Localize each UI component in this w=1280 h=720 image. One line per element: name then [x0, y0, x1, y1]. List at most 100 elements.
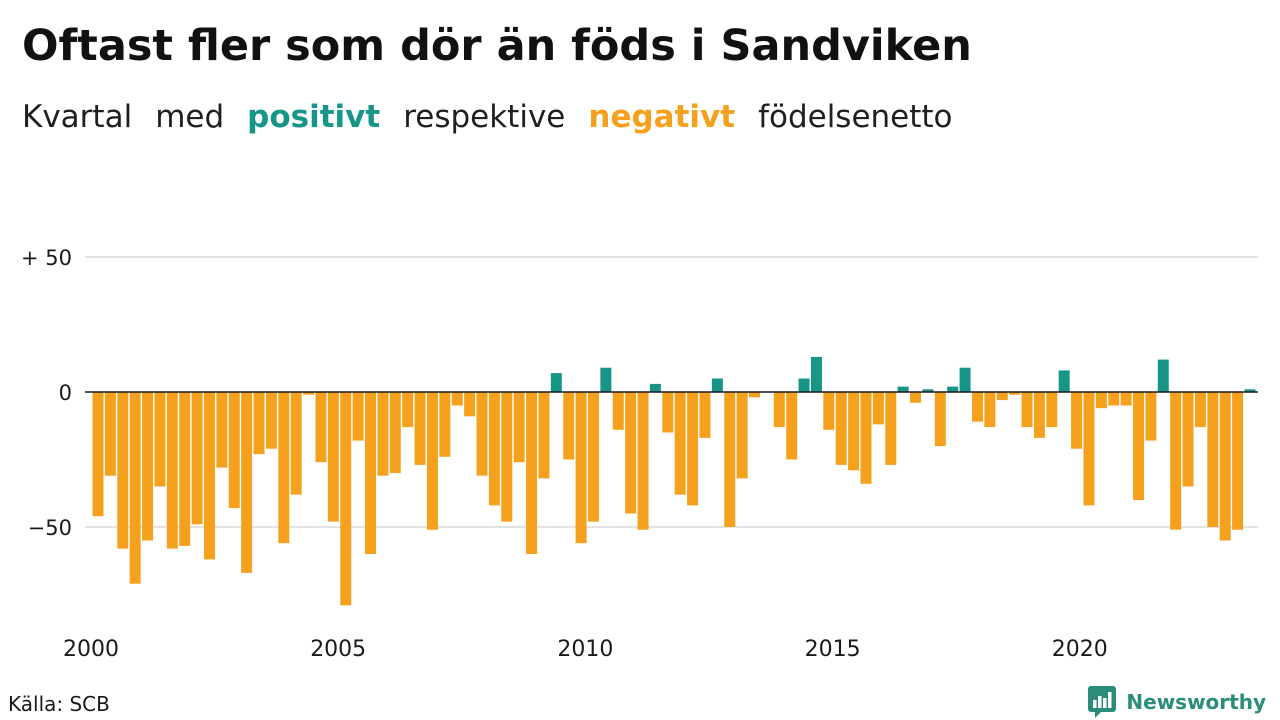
y-tick-label: 0	[59, 381, 72, 405]
bars	[92, 356, 1256, 606]
bar-negative	[154, 392, 166, 487]
bar-negative	[303, 392, 315, 395]
bar-negative	[724, 392, 736, 527]
source-label: Källa: SCB	[8, 692, 110, 716]
bar-negative	[1046, 392, 1058, 428]
bar-positive	[947, 386, 959, 392]
bar-negative	[1120, 392, 1132, 406]
bar-negative	[327, 392, 339, 522]
bar-negative	[538, 392, 550, 479]
bar-negative	[1033, 392, 1045, 438]
bar-negative	[1021, 392, 1033, 428]
bar-negative	[1009, 392, 1021, 395]
bar-negative	[1219, 392, 1231, 541]
bar-negative	[575, 392, 587, 544]
y-axis-labels: + 50 0 −50	[21, 246, 72, 540]
x-axis-labels: 2000 2005 2010 2015 2020	[63, 637, 1108, 662]
bar-negative	[786, 392, 798, 460]
bar-negative	[488, 392, 500, 506]
bar-negative	[823, 392, 835, 430]
bar-negative	[1071, 392, 1083, 449]
bar-negative	[910, 392, 922, 403]
x-tick-label: 2000	[63, 637, 119, 662]
bar-negative	[278, 392, 290, 544]
bar-negative	[984, 392, 996, 428]
chart-title: Oftast fler som dör än föds i Sandviken	[22, 21, 972, 71]
bar-negative	[587, 392, 599, 522]
subtitle-word: respektive	[403, 99, 566, 135]
bar-positive	[600, 367, 612, 392]
bar-negative	[860, 392, 872, 484]
bar-negative	[674, 392, 686, 495]
bar-negative	[142, 392, 154, 541]
bar-negative	[501, 392, 513, 522]
bar-negative	[203, 392, 215, 560]
bar-negative	[265, 392, 277, 449]
bar-negative	[402, 392, 414, 428]
bar-negative	[872, 392, 884, 425]
bar-negative	[835, 392, 847, 465]
chart-subtitle: Kvartal med positivt respektive negativt…	[22, 99, 953, 135]
bar-negative	[377, 392, 389, 476]
bar-negative	[179, 392, 191, 546]
bar-positive	[798, 378, 810, 392]
bar-negative	[934, 392, 946, 446]
bar-negative	[736, 392, 748, 479]
y-tick-label: + 50	[21, 246, 72, 270]
bar-negative	[1108, 392, 1120, 406]
x-tick-label: 2015	[805, 637, 861, 662]
bar-negative	[971, 392, 983, 422]
brand-logo: Newsworthy	[1087, 684, 1266, 720]
x-tick-label: 2005	[310, 637, 366, 662]
bar-negative	[166, 392, 178, 549]
bar-negative	[191, 392, 203, 525]
bar-negative	[1095, 392, 1107, 409]
bar-chart: + 50 0 −50 2000 2005 2010 2015 2020	[21, 246, 1258, 662]
bar-negative	[1145, 392, 1157, 441]
bar-negative	[749, 392, 761, 398]
bar-positive	[810, 356, 822, 392]
bar-negative	[848, 392, 860, 471]
bar-negative	[625, 392, 637, 514]
bar-positive	[1244, 389, 1256, 392]
bar-negative	[104, 392, 116, 476]
bar-positive	[897, 386, 909, 392]
x-tick-label: 2010	[557, 637, 613, 662]
bar-negative	[1207, 392, 1219, 527]
bar-negative	[476, 392, 488, 476]
bar-negative	[637, 392, 649, 530]
bar-negative	[1194, 392, 1206, 428]
bar-negative	[526, 392, 538, 554]
bar-positive	[959, 367, 971, 392]
bar-negative	[92, 392, 104, 517]
bar-negative	[340, 392, 352, 606]
subtitle-word: med	[155, 99, 225, 135]
bar-negative	[389, 392, 401, 473]
bar-negative	[885, 392, 897, 465]
bar-positive	[1058, 370, 1070, 392]
bar-negative	[563, 392, 575, 460]
bar-negative	[464, 392, 476, 417]
bar-positive	[550, 373, 562, 392]
bar-negative	[996, 392, 1008, 401]
bar-negative	[1182, 392, 1194, 487]
bar-negative	[1083, 392, 1095, 506]
bar-negative	[1133, 392, 1145, 500]
subtitle-word: Kvartal	[22, 99, 133, 135]
bar-negative	[773, 392, 785, 428]
bar-negative	[426, 392, 438, 530]
bar-negative	[241, 392, 253, 573]
subtitle-word: födelsenetto	[758, 99, 953, 135]
bar-negative	[414, 392, 426, 465]
bar-negative	[290, 392, 302, 495]
bar-negative	[662, 392, 674, 433]
bar-negative	[129, 392, 141, 584]
bar-negative	[216, 392, 228, 468]
subtitle-positive-word: positivt	[247, 99, 381, 135]
bar-positive	[1157, 359, 1169, 392]
bar-positive	[649, 383, 661, 392]
bar-negative	[1232, 392, 1244, 530]
bar-positive	[922, 389, 934, 392]
bar-negative	[451, 392, 463, 406]
bar-negative	[352, 392, 364, 441]
